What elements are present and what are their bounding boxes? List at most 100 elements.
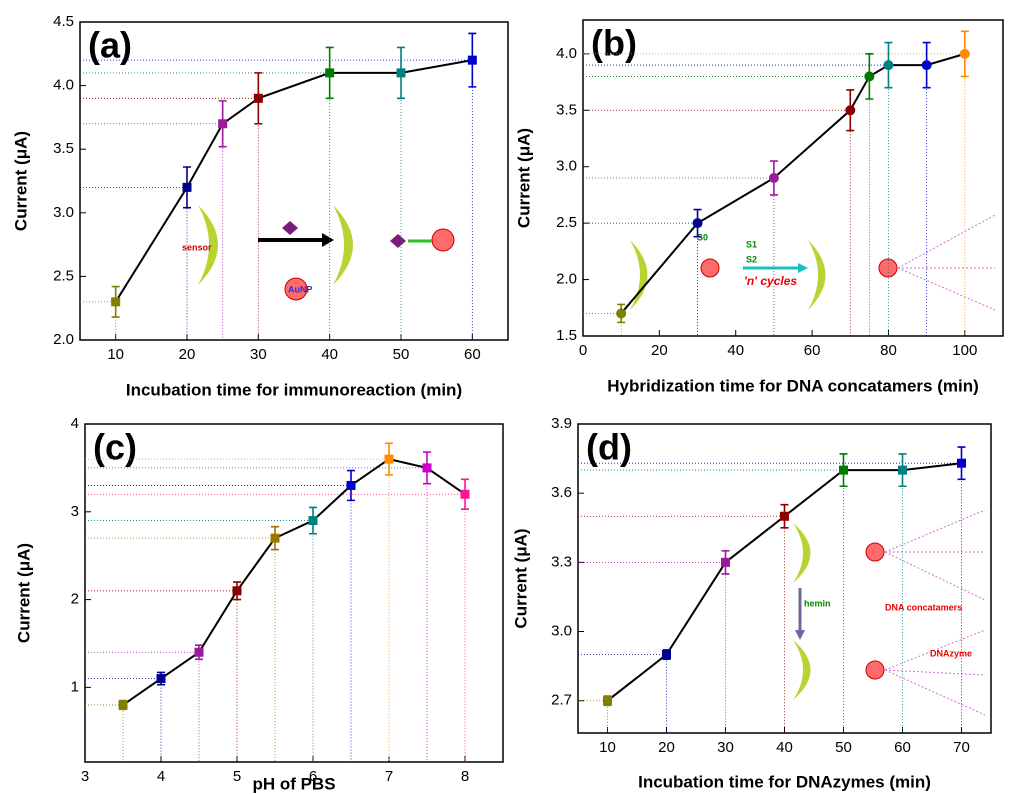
- x-tick-label: 8: [461, 768, 469, 785]
- plot-frame: [84, 423, 504, 763]
- point: [898, 465, 907, 475]
- y-axis-title: Current (μA): [514, 128, 533, 228]
- data-line: [620, 52, 966, 315]
- plot-frame: [577, 423, 992, 734]
- inset-label: sensor: [182, 242, 212, 252]
- y-tick-label: 3.9: [551, 415, 572, 432]
- x-tick-label: 7: [385, 768, 393, 785]
- x-tick-label: 40: [727, 342, 744, 359]
- y-axis-title: Current (μA): [511, 528, 530, 628]
- point: [270, 533, 280, 543]
- y-tick-label: 4.0: [53, 77, 74, 94]
- point: [194, 647, 204, 657]
- data-line: [114, 59, 473, 303]
- x-tick-label: 30: [717, 739, 734, 756]
- point: [921, 60, 932, 71]
- inset-a: [198, 205, 455, 301]
- point: [768, 173, 779, 183]
- point: [384, 454, 394, 464]
- point: [959, 48, 970, 59]
- x-tick-label: 20: [651, 342, 668, 359]
- x-tick-label: 50: [835, 739, 852, 756]
- x-tick-label: 40: [776, 739, 793, 756]
- point: [118, 700, 128, 710]
- x-tick-label: 6: [309, 768, 317, 785]
- y-tick-label: 1.5: [556, 327, 577, 344]
- point: [346, 480, 356, 490]
- point: [308, 516, 318, 526]
- x-tick-label: 10: [599, 739, 616, 756]
- x-tick-label: 70: [953, 739, 970, 756]
- point: [883, 60, 894, 71]
- point: [218, 119, 228, 129]
- point: [616, 308, 627, 319]
- point: [957, 458, 966, 468]
- inset-label: DNAzyme: [930, 648, 972, 658]
- point: [253, 93, 263, 103]
- point: [603, 696, 612, 706]
- x-tick-label: 40: [321, 346, 338, 363]
- y-tick-label: 3.5: [53, 140, 74, 157]
- inset-label: S2: [746, 254, 757, 264]
- x-tick-label: 20: [179, 346, 196, 363]
- y-tick-label: 2.7: [551, 692, 572, 709]
- y-tick-label: 2.5: [53, 267, 74, 284]
- y-tick-label: 3: [71, 503, 79, 520]
- point: [662, 650, 671, 660]
- y-tick-label: 4.5: [53, 13, 74, 30]
- point: [156, 674, 166, 684]
- y-tick-label: 3.6: [551, 484, 572, 501]
- panel-label: (c): [93, 427, 137, 468]
- x-tick-label: 30: [250, 346, 267, 363]
- x-tick-label: 60: [464, 346, 481, 363]
- y-tick-label: 2.0: [556, 271, 577, 288]
- data-line: [606, 462, 962, 702]
- inset-label: DNA concatamers: [885, 602, 962, 612]
- x-axis-title: pH of PBS: [252, 774, 335, 793]
- x-axis-title: Incubation time for immunoreaction (min): [126, 380, 462, 399]
- x-tick-label: 20: [658, 739, 675, 756]
- x-tick-label: 60: [894, 739, 911, 756]
- point: [422, 463, 432, 473]
- point: [232, 586, 242, 596]
- y-tick-label: 1: [71, 678, 79, 695]
- point: [845, 105, 856, 116]
- inset-d: [793, 509, 986, 716]
- point: [864, 71, 875, 82]
- inset-label: S0: [697, 232, 708, 242]
- panel-label: (a): [88, 25, 132, 66]
- x-tick-label: 0: [579, 342, 587, 359]
- x-tick-label: 5: [233, 768, 241, 785]
- inset-label: S1: [746, 239, 757, 249]
- y-tick-label: 3.0: [556, 158, 577, 175]
- inset-label: hemin: [804, 598, 831, 608]
- y-axis-title: Current (μA): [11, 131, 30, 231]
- x-tick-label: 50: [393, 346, 410, 363]
- x-axis-title: Incubation time for DNAzymes (min): [638, 772, 931, 791]
- inset-label: AuNP: [288, 284, 313, 294]
- panel-label: (b): [591, 23, 637, 64]
- point: [467, 55, 477, 65]
- point: [182, 182, 192, 192]
- panel-label: (d): [586, 427, 632, 468]
- x-tick-label: 10: [107, 346, 124, 363]
- point: [721, 557, 730, 567]
- x-tick-label: 4: [157, 768, 165, 785]
- x-tick-label: 80: [880, 342, 897, 359]
- y-tick-label: 4: [71, 415, 79, 432]
- x-axis-title: Hybridization time for DNA concatamers (…: [607, 376, 979, 395]
- point: [111, 297, 121, 307]
- point: [692, 218, 703, 229]
- inset-b: [630, 214, 996, 311]
- y-axis-title: Current (μA): [14, 543, 33, 643]
- point: [396, 68, 406, 78]
- point: [780, 511, 789, 521]
- inset-label: 'n' cycles: [744, 274, 797, 288]
- plot-frame: [79, 21, 509, 341]
- point: [460, 489, 470, 499]
- point: [839, 465, 848, 475]
- y-tick-label: 3.3: [551, 553, 572, 570]
- y-tick-label: 3.0: [53, 204, 74, 221]
- data-line: [122, 458, 466, 706]
